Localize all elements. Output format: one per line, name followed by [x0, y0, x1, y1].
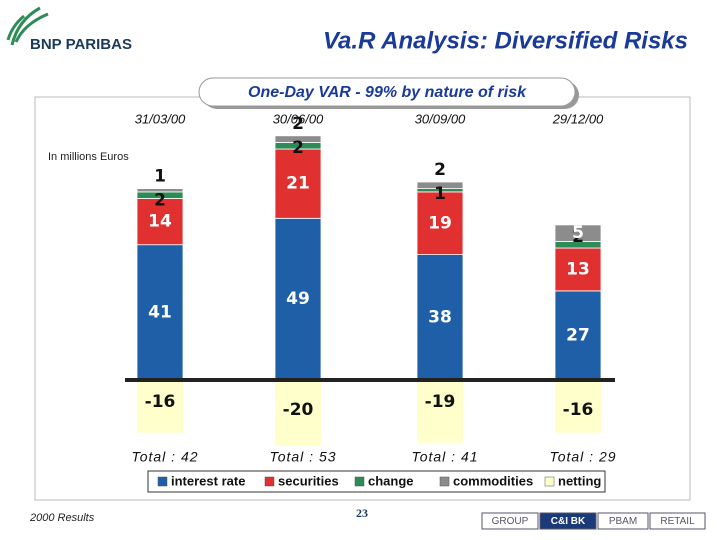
bar-segment [274, 135, 322, 143]
nav-tab-label[interactable]: GROUP [492, 516, 529, 527]
data-label: 27 [566, 325, 590, 345]
legend-label: interest rate [171, 473, 245, 488]
bar-segment [417, 380, 463, 443]
nav-tab-label[interactable]: C&I BK [551, 516, 586, 527]
legend-label: securities [278, 473, 339, 488]
bar-segment [274, 217, 322, 381]
bar-segment [136, 244, 184, 381]
subtitle-pill [198, 77, 576, 107]
total-label: Total : 29 [549, 449, 616, 465]
data-label: 19 [428, 213, 452, 233]
data-label: -20 [283, 400, 314, 420]
data-label: -16 [563, 400, 594, 420]
bar-segment [416, 254, 464, 381]
bar-segment [416, 191, 464, 255]
nav-tab[interactable] [481, 512, 539, 530]
total-label: Total : 42 [131, 449, 198, 465]
data-label: 1 [154, 167, 166, 187]
data-label: -16 [145, 392, 176, 412]
bar-segment [554, 224, 602, 242]
bar-segment [416, 181, 464, 189]
bar-segment [136, 188, 184, 193]
bar-segment [274, 148, 322, 219]
bar-segment [554, 247, 602, 292]
bar-segment [137, 380, 183, 433]
nav-tabs: GROUP C&I BK PBAM RETAIL [481, 512, 706, 530]
data-label: 41 [148, 302, 172, 322]
data-label: 2 [434, 160, 446, 180]
page-number: 23 [356, 506, 368, 520]
data-label: 2 [572, 227, 584, 247]
legend-swatch [544, 476, 555, 487]
x-category-label: 30/09/00 [415, 111, 466, 126]
data-label: 2 [154, 191, 166, 211]
legend-swatch [264, 476, 275, 487]
total-label: Total : 41 [411, 449, 478, 465]
legend-box [147, 470, 606, 493]
nav-tab-label[interactable]: RETAIL [660, 516, 695, 527]
unit-label: In millions Euros [48, 151, 129, 163]
logo-text: BNP PARIBAS [30, 36, 132, 53]
total-label: Total : 53 [269, 449, 336, 465]
nav-tab[interactable] [649, 512, 706, 530]
footer-left: 2000 Results [29, 512, 95, 524]
legend-label: change [368, 473, 414, 488]
bar-segment [554, 290, 602, 381]
logo-mark [6, 6, 49, 46]
x-category-label: 29/12/00 [552, 111, 604, 126]
data-label: 14 [148, 212, 172, 232]
data-label: 49 [286, 289, 310, 309]
bar-segment [275, 380, 321, 446]
data-label: 2 [292, 138, 304, 158]
data-label: 13 [566, 259, 590, 279]
legend-swatch [439, 476, 450, 487]
data-label: 5 [572, 223, 584, 243]
legend-swatch [157, 476, 168, 487]
data-label: 2 [292, 114, 304, 134]
nav-tab[interactable] [539, 512, 597, 530]
legend-swatch [354, 476, 365, 487]
x-category-label: 31/03/00 [135, 111, 186, 126]
data-label: 1 [434, 184, 446, 204]
legend-label: netting [558, 473, 601, 488]
x-category-label: 30/06/00 [273, 111, 324, 126]
nav-tab[interactable] [597, 512, 649, 530]
legend-label: commodities [453, 473, 533, 488]
chart-subtitle: One-Day VAR - 99% by nature of risk [248, 84, 527, 101]
bar-segment [136, 198, 184, 246]
data-label: 21 [286, 174, 310, 194]
data-label: -19 [425, 392, 456, 412]
bar-segment [555, 380, 601, 433]
data-label: 38 [428, 307, 452, 327]
slide-title: Va.R Analysis: Diversified Risks [323, 27, 688, 54]
nav-tab-label[interactable]: PBAM [609, 516, 637, 527]
